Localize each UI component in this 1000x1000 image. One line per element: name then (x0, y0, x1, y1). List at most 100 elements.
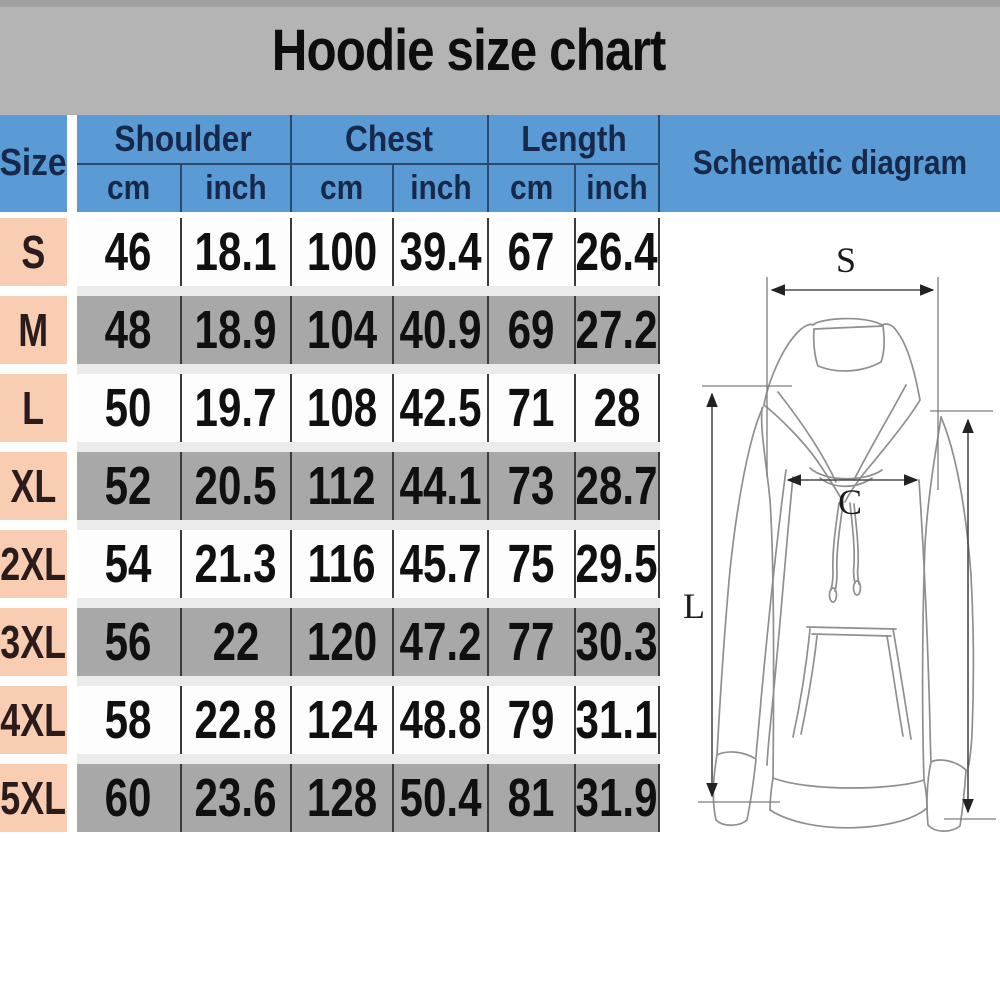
table-row: M 48 18.9 104 40.9 69 27.2 (0, 296, 660, 364)
measurement-cell: 73 (489, 452, 576, 520)
chest-dimension: C (786, 474, 919, 522)
unit-header-chest-cm: cm (292, 165, 394, 212)
shoulder-dimension: S (766, 240, 939, 490)
shoulder-dim-label: S (836, 240, 856, 280)
table-row: 3XL 56 22 120 47.2 77 30.3 (0, 608, 660, 676)
size-cell: 2XL (0, 530, 67, 598)
hoodie-drawing (712, 317, 975, 832)
measurement-cell: 26.4 (576, 218, 660, 286)
size-cell: L (0, 374, 67, 442)
column-gap (67, 218, 77, 286)
unit-header-length-inch: inch (576, 165, 660, 212)
measurement-cell: 46 (77, 218, 182, 286)
column-gap (67, 686, 77, 754)
measurement-cell: 100 (292, 218, 394, 286)
measurement-cell: 75 (489, 530, 576, 598)
unit-header-row: cm inch cm inch cm inch (77, 165, 660, 212)
measurement-cell: 52 (77, 452, 182, 520)
measurement-cell: 112 (292, 452, 394, 520)
table-row: L 50 19.7 108 42.5 71 28 (0, 374, 660, 442)
length-dim-label: L (683, 586, 705, 626)
column-header-shoulder: Shoulder (77, 115, 292, 163)
size-cell: 5XL (0, 764, 67, 832)
measurement-cell: 20.5 (182, 452, 292, 520)
table-row: 2XL 54 21.3 116 45.7 75 29.5 (0, 530, 660, 598)
measurement-cell: 19.7 (182, 374, 292, 442)
measurement-cell: 124 (292, 686, 394, 754)
measurement-cell: 50 (77, 374, 182, 442)
measurement-cell: 60 (77, 764, 182, 832)
measurement-cell: 27.2 (576, 296, 660, 364)
length-dimension: L (683, 385, 792, 803)
measurement-cell: 104 (292, 296, 394, 364)
measurement-cell: 29.5 (576, 530, 660, 598)
measurement-cell: 22 (182, 608, 292, 676)
title-bar: Hoodie size chart (0, 0, 1000, 115)
column-header-chest: Chest (292, 115, 489, 163)
unit-header-length-cm: cm (489, 165, 576, 212)
measurement-cell: 108 (292, 374, 394, 442)
hoodie-schematic-svg: S C L (683, 240, 996, 832)
column-gap (67, 530, 77, 598)
measurement-cell: 54 (77, 530, 182, 598)
column-gap (67, 374, 77, 442)
measurement-cell: 67 (489, 218, 576, 286)
measurement-cell: 58 (77, 686, 182, 754)
size-chart-table: S 46 18.1 100 39.4 67 26.4 M 48 18.9 104… (0, 218, 660, 842)
side-length-dimension (930, 410, 996, 820)
measurement-cell: 44.1 (394, 452, 489, 520)
column-header-length: Length (489, 115, 660, 163)
size-cell: 3XL (0, 608, 67, 676)
measurement-cell: 30.3 (576, 608, 660, 676)
table-row: S 46 18.1 100 39.4 67 26.4 (0, 218, 660, 286)
column-gap (67, 296, 77, 364)
column-header-size: Size (0, 115, 67, 212)
column-gap (67, 452, 77, 520)
measurement-cell: 69 (489, 296, 576, 364)
table-row: 4XL 58 22.8 124 48.8 79 31.1 (0, 686, 660, 754)
measurement-cell: 47.2 (394, 608, 489, 676)
measurement-cell: 48.8 (394, 686, 489, 754)
measurement-cell: 31.1 (576, 686, 660, 754)
measurement-cell: 42.5 (394, 374, 489, 442)
measurement-cell: 28.7 (576, 452, 660, 520)
measurement-cell: 23.6 (182, 764, 292, 832)
page-title: Hoodie size chart (272, 18, 667, 83)
chest-dim-label: C (838, 482, 862, 522)
measurement-cell: 40.9 (394, 296, 489, 364)
measurement-cell: 18.1 (182, 218, 292, 286)
size-cell: 4XL (0, 686, 67, 754)
measurement-cell: 120 (292, 608, 394, 676)
drawstring-left (830, 502, 840, 591)
drawstring-right (849, 502, 856, 584)
size-cell: M (0, 296, 67, 364)
measurement-cell: 21.3 (182, 530, 292, 598)
measurement-cell: 79 (489, 686, 576, 754)
table-row: 5XL 60 23.6 128 50.4 81 31.9 (0, 764, 660, 832)
measurement-cell: 56 (77, 608, 182, 676)
measurement-cell: 48 (77, 296, 182, 364)
measurement-cell: 18.9 (182, 296, 292, 364)
measurement-cell: 116 (292, 530, 394, 598)
unit-header-shoulder-inch: inch (182, 165, 292, 212)
measurement-cell: 31.9 (576, 764, 660, 832)
measurement-cell: 28 (576, 374, 660, 442)
unit-header-chest-inch: inch (394, 165, 489, 212)
schematic-header: Schematic diagram (660, 115, 1000, 212)
table-row: XL 52 20.5 112 44.1 73 28.7 (0, 452, 660, 520)
measurement-cell: 39.4 (394, 218, 489, 286)
measurement-cell: 81 (489, 764, 576, 832)
group-header-row: Shoulder Chest Length (77, 115, 660, 165)
measurement-cell: 128 (292, 764, 394, 832)
measurement-cell: 71 (489, 374, 576, 442)
size-cell: XL (0, 452, 67, 520)
size-cell: S (0, 218, 67, 286)
column-gap (67, 764, 77, 832)
measurement-cell: 45.7 (394, 530, 489, 598)
measurement-cell: 77 (489, 608, 576, 676)
column-gap (67, 608, 77, 676)
measurement-cell: 50.4 (394, 764, 489, 832)
measurement-cell: 22.8 (182, 686, 292, 754)
unit-header-shoulder-cm: cm (77, 165, 182, 212)
